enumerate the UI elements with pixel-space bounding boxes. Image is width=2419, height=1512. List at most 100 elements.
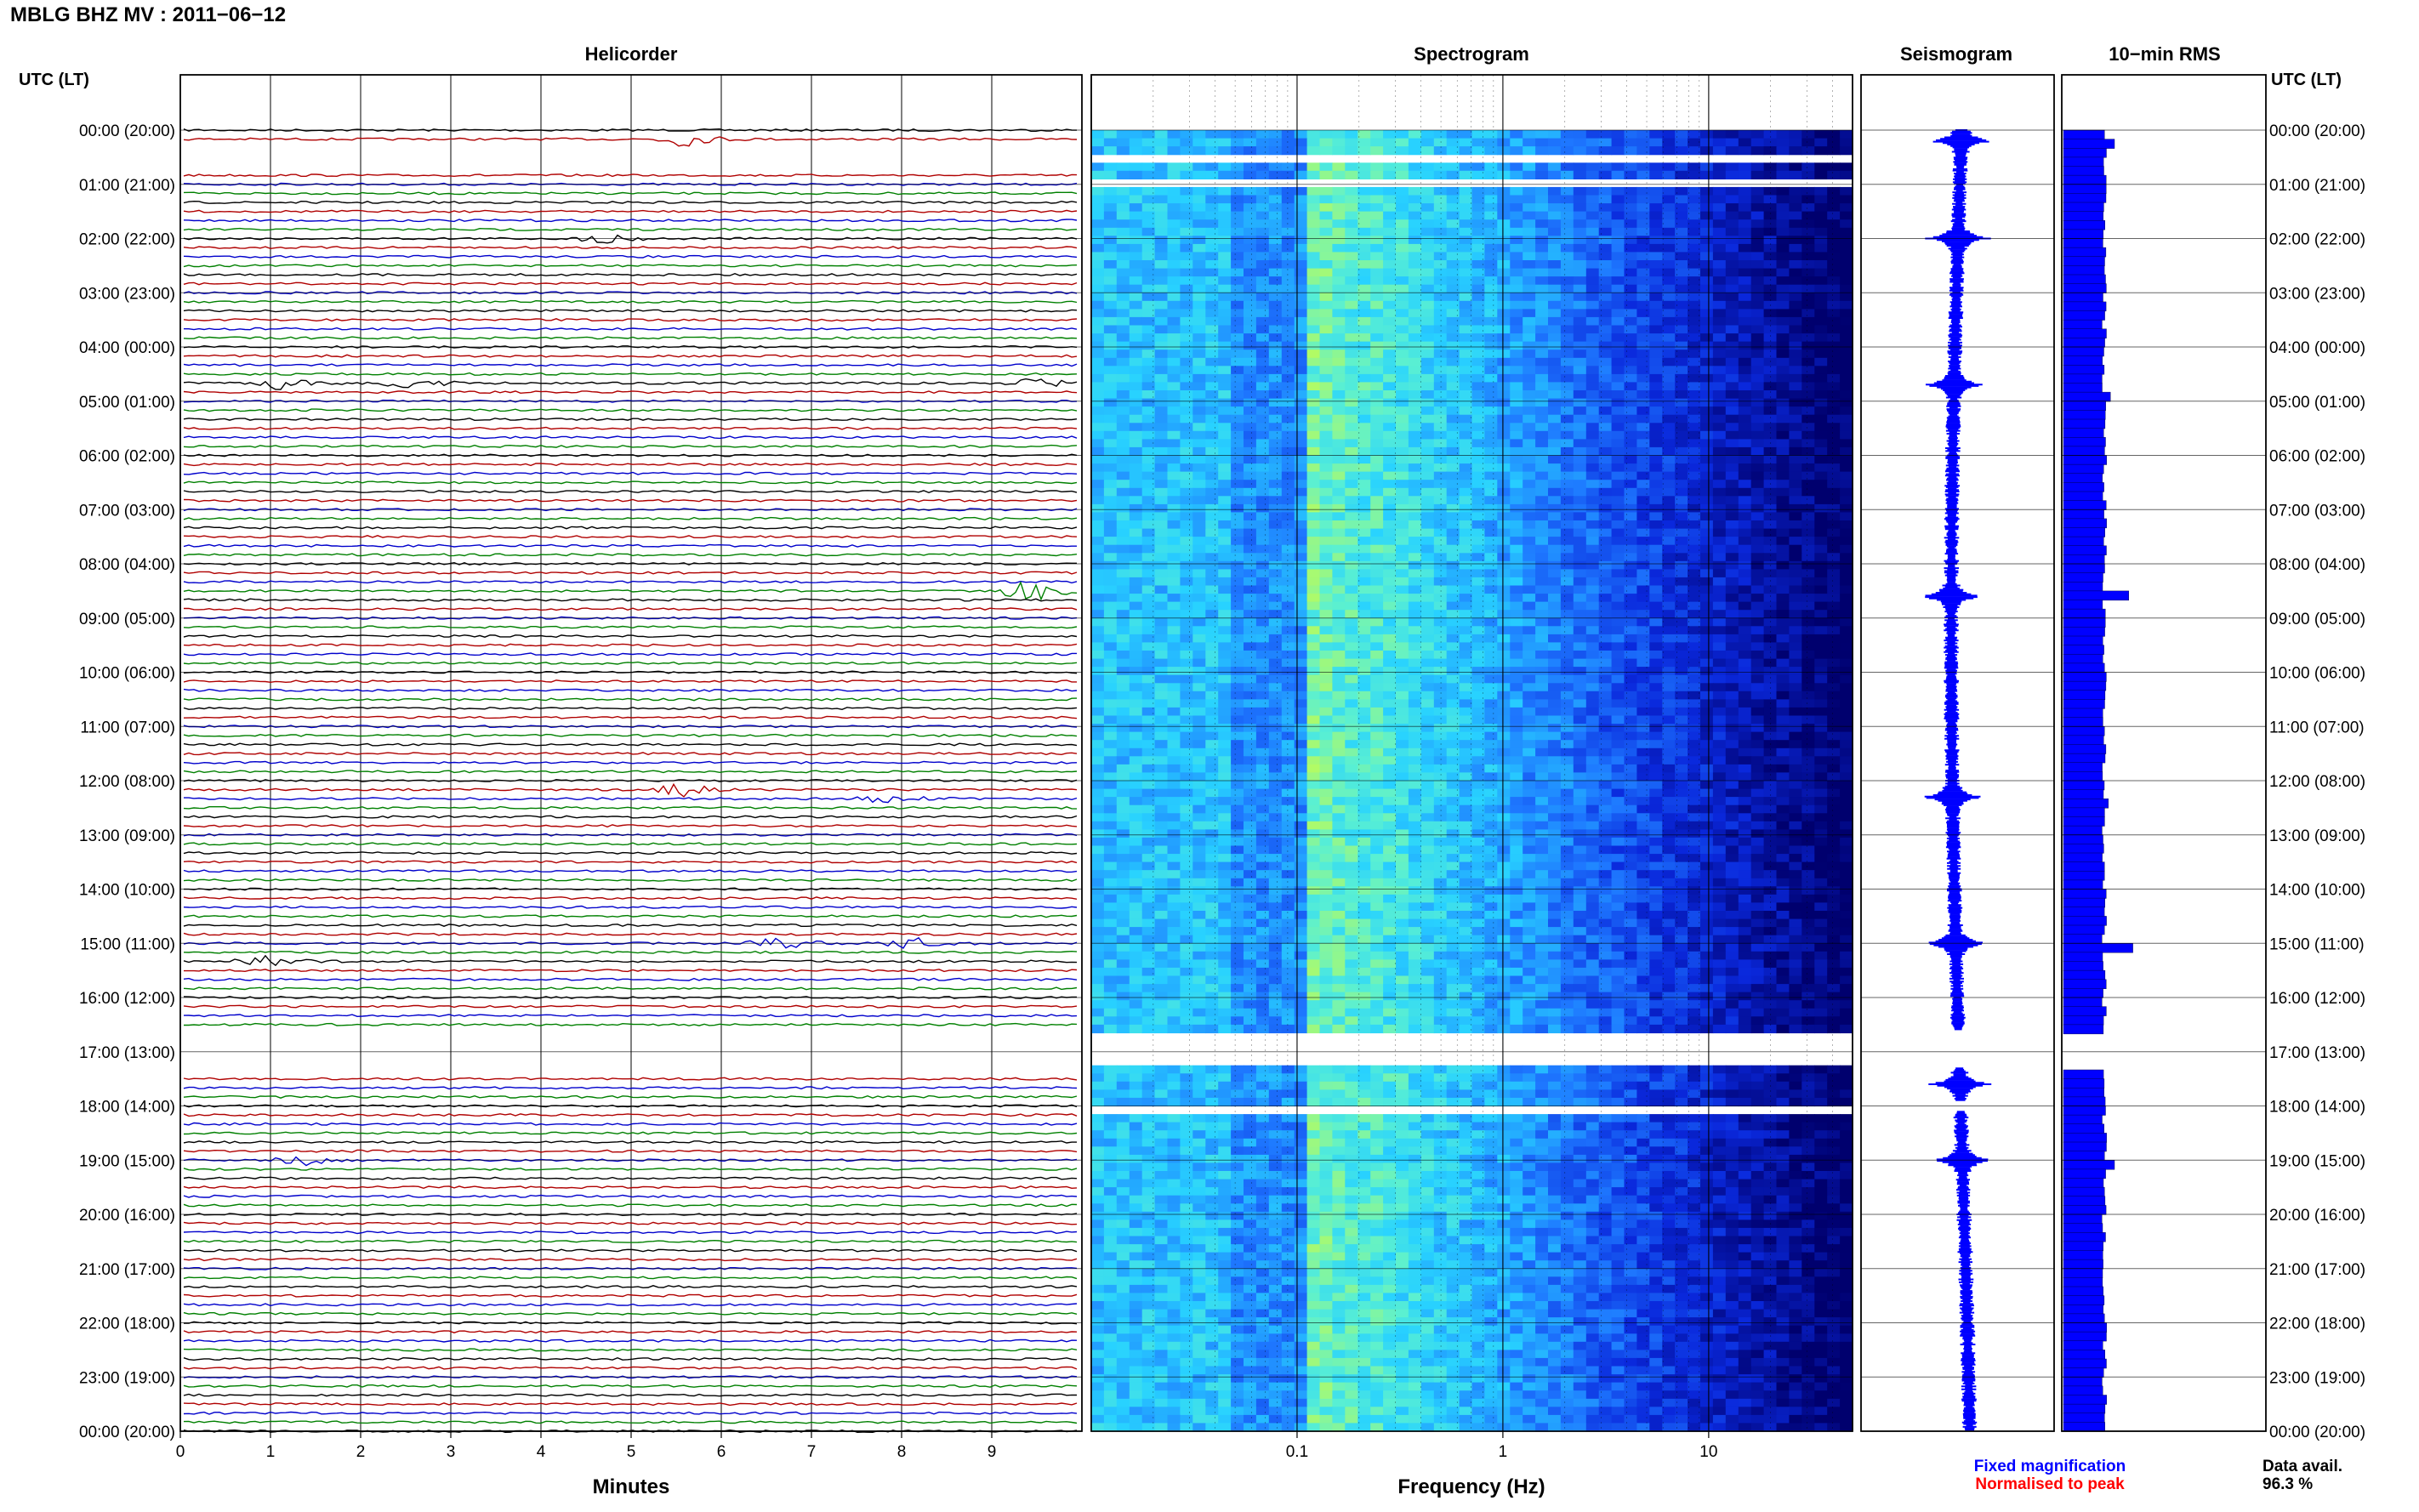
spectrogram-x-ticks: 0.1 1 10 (1286, 1431, 1717, 1461)
helicorder-trace (183, 191, 1078, 196)
y-tick-label-right: 23:00 (19:00) (2269, 1369, 2365, 1387)
helicorder-trace (183, 246, 1078, 250)
rms-bar (2063, 699, 2105, 709)
rms-bar (2063, 807, 2105, 818)
helicorder-trace (183, 318, 1078, 322)
rms-bar (2063, 184, 2107, 195)
rms-bar (2063, 1168, 2106, 1179)
y-tick-label-right: 16:00 (12:00) (2269, 990, 2365, 1008)
rms-bar (2063, 1123, 2104, 1134)
helicorder-x-tick-label: 9 (988, 1443, 997, 1461)
rms-bar (2063, 418, 2106, 429)
rms-bar (2063, 771, 2103, 782)
helicorder-trace (183, 1284, 1078, 1289)
rms-bar (2063, 500, 2107, 510)
rms-bar (2063, 654, 2103, 664)
rms-bar (2063, 789, 2104, 799)
helicorder-trace (183, 1384, 1078, 1388)
helicorder-trace (183, 418, 1078, 422)
y-tick-label-right: 13:00 (09:00) (2269, 827, 2365, 845)
helicorder-trace (183, 136, 1078, 147)
rms-bar (2063, 1241, 2103, 1252)
rms-bar (2063, 799, 2109, 809)
y-tick-label-right: 08:00 (04:00) (2269, 556, 2365, 574)
helicorder-trace (183, 281, 1078, 286)
y-tick-label-right: 21:00 (17:00) (2269, 1261, 2365, 1279)
rms-bar (2063, 861, 2105, 872)
rms-bar (2063, 590, 2130, 601)
helicorder-trace (183, 1140, 1077, 1145)
helicorder-trace (183, 1276, 1078, 1280)
helicorder-trace (183, 1303, 1078, 1307)
rms-bar (2063, 1006, 2107, 1016)
rms-bar (2063, 1088, 2104, 1098)
helicorder-trace (183, 1221, 1078, 1225)
helicorder-trace (183, 498, 1078, 503)
rms-bar (2063, 365, 2105, 375)
rms-bar (2063, 527, 2105, 537)
helicorder-trace (183, 219, 1078, 223)
y-tick-label-right: 07:00 (03:00) (2269, 502, 2365, 520)
rms-bar (2063, 491, 2103, 502)
helicorder-trace (183, 733, 1078, 737)
rms-bar (2063, 780, 2105, 791)
rms-bar (2063, 871, 2105, 881)
rms-bar (2063, 816, 2105, 827)
rms-bar (2063, 1395, 2107, 1405)
panel-frames (179, 74, 2267, 1432)
y-tick-label: 18:00 (14:00) (79, 1099, 175, 1117)
rms-bar (2063, 1322, 2107, 1333)
rms-bar (2063, 635, 2103, 646)
rms-bar (2063, 373, 2103, 384)
y-tick-label: 10:00 (06:00) (79, 665, 175, 683)
spectrogram-panel (1090, 74, 1853, 1432)
data-avail-value: 96.3 % (2262, 1475, 2313, 1493)
helicorder-trace (183, 200, 1078, 205)
rms-bar (2063, 293, 2103, 303)
helicorder-trace (183, 463, 1078, 467)
rms-bar (2063, 662, 2105, 674)
rms-bar (2063, 563, 2105, 574)
rms-bar (2063, 690, 2106, 700)
helicorder-title: Helicorder (585, 43, 678, 65)
y-tick-label: 03:00 (23:00) (79, 285, 175, 303)
rms-bar (2063, 672, 2107, 682)
helicorder-trace (183, 878, 1078, 882)
spectrogram-xlabel: Frequency (Hz) (1397, 1475, 1545, 1498)
rms-bar (2063, 193, 2107, 203)
helicorder-trace (183, 1339, 1078, 1343)
helicorder-trace (183, 227, 1078, 231)
helicorder-trace (183, 1004, 1078, 1009)
helicorder-trace (183, 1122, 1078, 1126)
rms-bar (2063, 346, 2104, 357)
helicorder-trace (183, 896, 1078, 901)
helicorder-trace (183, 923, 1078, 928)
helicorder-trace (183, 516, 1078, 520)
helicorder-trace (183, 914, 1078, 918)
utc-header-right: UTC (LT) (2271, 71, 2342, 89)
rms-bar (2063, 156, 2104, 168)
helicorder-trace (183, 535, 1078, 539)
helicorder-trace (183, 1176, 1078, 1180)
y-tick-label-right: 03:00 (23:00) (2269, 285, 2365, 303)
rms-bar (2063, 229, 2103, 240)
rms-bar (2063, 355, 2103, 366)
helicorder-trace (183, 688, 1078, 692)
helicorder-trace (183, 580, 1078, 584)
rms-bar (2063, 174, 2107, 185)
helicorder-trace (184, 969, 1078, 973)
y-tick-label: 23:00 (19:00) (79, 1369, 175, 1387)
rms-bar (2063, 680, 2107, 691)
rms-bar (2063, 1305, 2103, 1315)
helicorder-trace (183, 815, 1078, 819)
helicorder-trace (183, 408, 1078, 412)
y-tick-label: 07:00 (03:00) (79, 502, 175, 520)
helicorder-trace (183, 1402, 1078, 1407)
y-tick-label: 21:00 (17:00) (79, 1261, 175, 1279)
helicorder-trace (183, 869, 1078, 873)
rms-bar (2063, 1385, 2103, 1396)
rms-bar (2063, 1413, 2105, 1424)
rms-bar (2063, 1205, 2107, 1215)
rms-bar (2063, 1133, 2107, 1143)
rms-bar (2063, 1096, 2106, 1107)
